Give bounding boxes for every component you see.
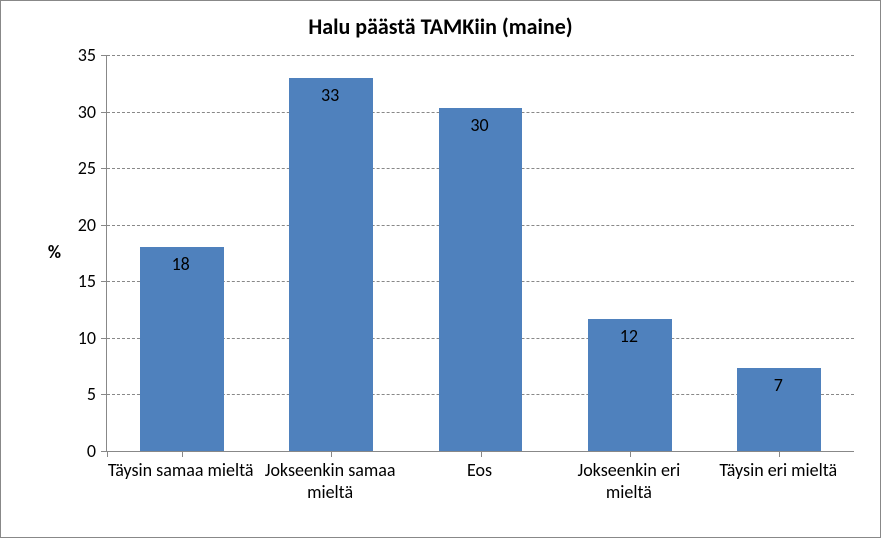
y-tick-label: 35 [56, 44, 96, 66]
x-tick-mark [182, 451, 183, 457]
y-tick-label: 5 [56, 383, 96, 405]
y-axis-title: % [21, 241, 61, 263]
gridline [107, 55, 854, 56]
x-tick-label: Jokseenkin eri mieltä [554, 459, 703, 503]
bar-value-label: 33 [288, 84, 372, 106]
bar [289, 78, 373, 451]
x-tick-label: Täysin samaa mieltä [106, 459, 255, 481]
y-tick-mark [101, 112, 107, 113]
bar-value-label: 7 [736, 374, 820, 396]
y-tick-label: 0 [56, 440, 96, 462]
bar-value-label: 12 [587, 325, 671, 347]
y-tick-mark [101, 338, 107, 339]
y-tick-mark [101, 225, 107, 226]
chart-container: Halu päästä TAMKiin (maine) % 0 5 10 15 20 25… [0, 0, 881, 538]
bar [140, 247, 224, 451]
x-tick-label: Eos [405, 459, 554, 481]
y-tick-label: 20 [56, 214, 96, 236]
x-tick-label: Jokseenkin samaa mieltä [256, 459, 405, 503]
y-tick-label: 10 [56, 327, 96, 349]
y-tick-mark [101, 281, 107, 282]
y-tick-label: 30 [56, 101, 96, 123]
y-tick-label: 15 [56, 270, 96, 292]
x-tick-mark [331, 451, 332, 457]
x-tick-label: Täysin eri mieltä [704, 459, 853, 481]
x-tick-mark [481, 451, 482, 457]
bar-value-label: 18 [139, 253, 223, 275]
x-tick-mark [779, 451, 780, 457]
chart-title: Halu päästä TAMKiin (maine) [1, 13, 880, 40]
y-tick-mark [101, 394, 107, 395]
x-tick-mark [107, 451, 108, 457]
y-tick-mark [101, 55, 107, 56]
x-tick-mark [630, 451, 631, 457]
y-tick-mark [101, 168, 107, 169]
y-tick-label: 25 [56, 157, 96, 179]
bar-value-label: 30 [438, 114, 522, 136]
bar [439, 108, 523, 451]
